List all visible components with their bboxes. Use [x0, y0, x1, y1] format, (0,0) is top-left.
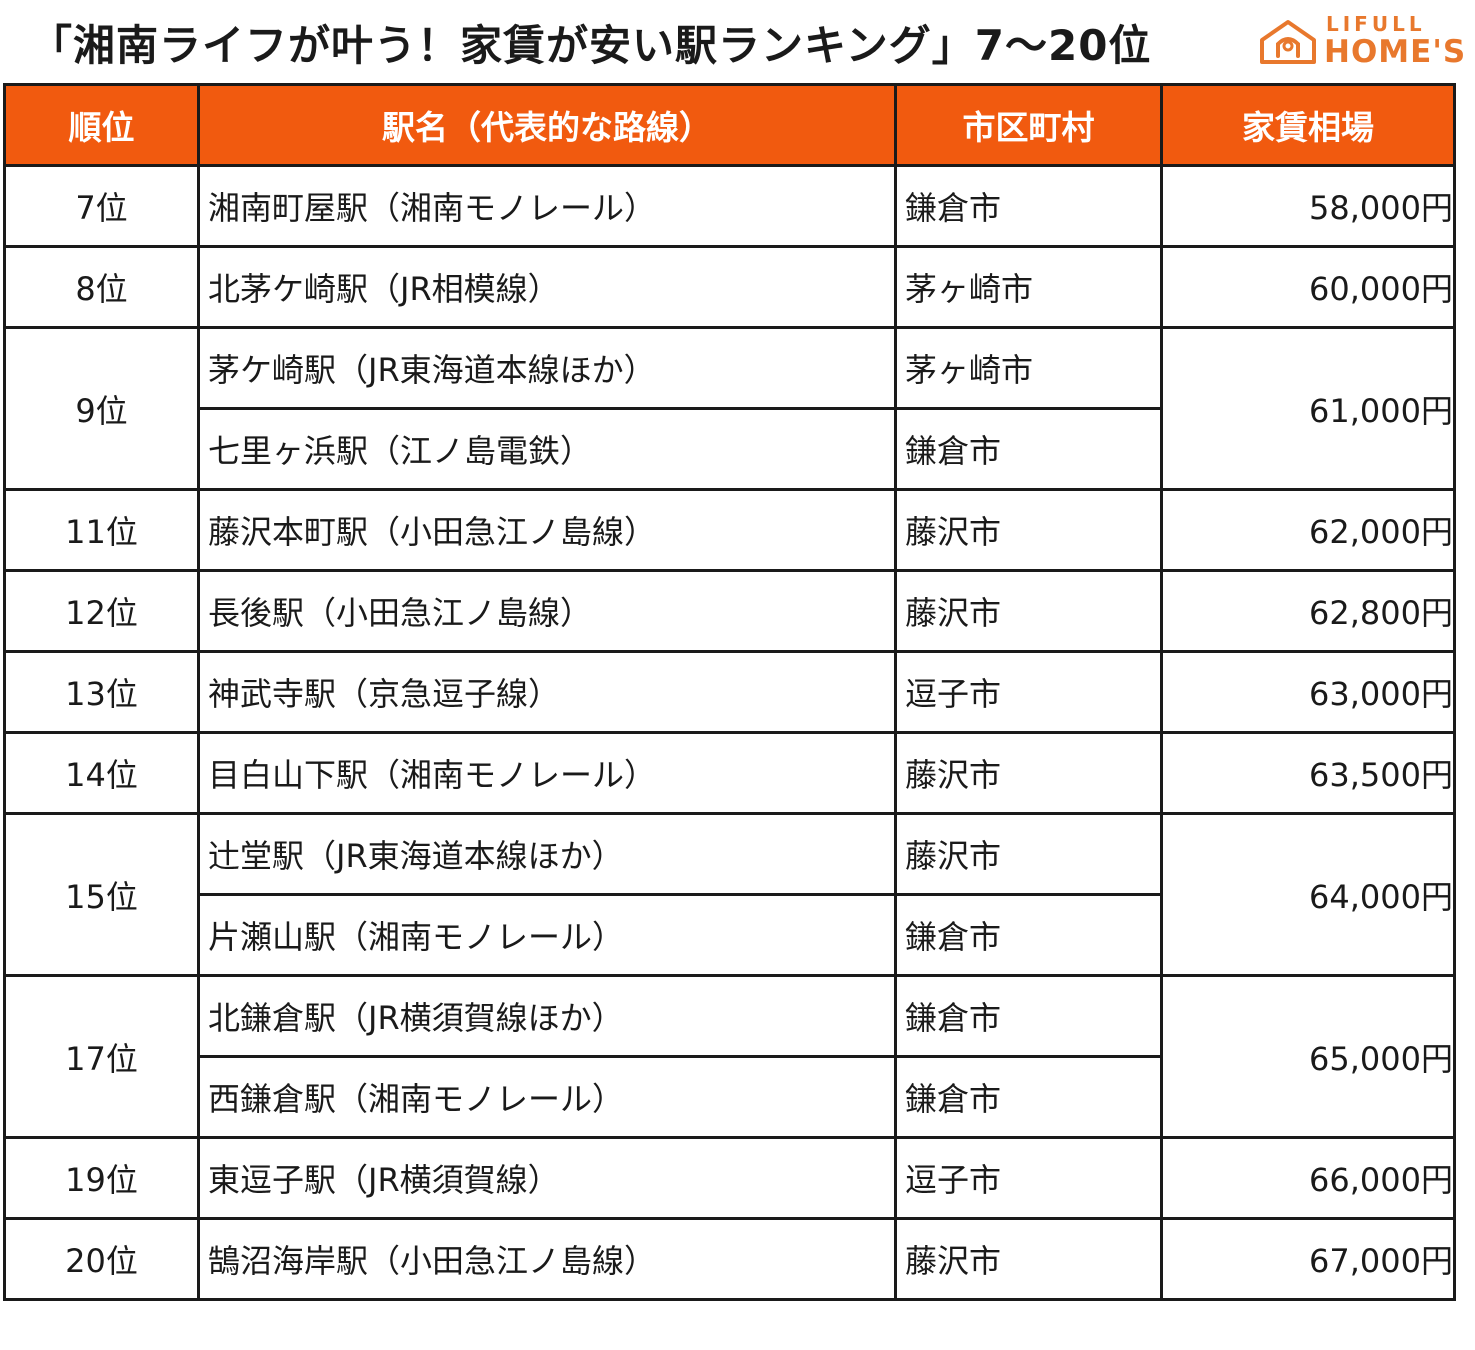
header-rank: 順位 — [3, 83, 200, 167]
page-title: 「湘南ライフが叶う！家賃が安い駅ランキング」7〜20位 — [30, 21, 1152, 70]
rank-cell: 19位 — [3, 1136, 200, 1220]
table-row: 片瀬山駅（湘南モノレール） 鎌倉市 — [5, 893, 1455, 977]
city-cell: 藤沢市 — [894, 812, 1163, 896]
table-header-row: 順位 駅名（代表的な路線） 市区町村 家賃相場 — [3, 83, 1456, 167]
table-row: 20位 鵠沼海岸駅（小田急江ノ島線） 藤沢市 67,000円 — [3, 1217, 1456, 1301]
house-icon — [1260, 20, 1316, 64]
rent-cell: 66,000円 — [1160, 1136, 1456, 1220]
table-body: 7位 湘南町屋駅（湘南モノレール） 鎌倉市 58,000円 8位 北茅ケ崎駅（JR相模線）… — [3, 164, 1456, 1301]
table-row: 11位 藤沢本町駅（小田急江ノ島線） 藤沢市 62,000円 — [3, 488, 1456, 572]
rank-cell: 11位 — [3, 488, 200, 572]
rank-cell: 13位 — [3, 650, 200, 734]
rent-cell: 63,000円 — [1160, 650, 1456, 734]
rent-cell: 63,500円 — [1160, 731, 1456, 815]
rent-cell: 62,000円 — [1160, 488, 1456, 572]
rent-cell: 65,000円 — [1160, 974, 1456, 1139]
header-city: 市区町村 — [894, 83, 1163, 167]
rent-cell: 60,000円 — [1160, 245, 1456, 329]
station-cell: 北茅ケ崎駅（JR相模線） — [197, 245, 897, 329]
rank-cell: 15位 — [3, 812, 200, 977]
rank-cell: 7位 — [3, 164, 200, 248]
city-cell: 藤沢市 — [894, 488, 1163, 572]
ranking-table: 順位 駅名（代表的な路線） 市区町村 家賃相場 7位 湘南町屋駅（湘南モノレール）… — [3, 83, 1456, 1301]
rank-cell: 8位 — [3, 245, 200, 329]
city-cell: 藤沢市 — [894, 569, 1163, 653]
rank-cell: 9位 — [3, 326, 200, 491]
station-cell: 辻堂駅（JR東海道本線ほか） — [197, 812, 897, 896]
header-rent: 家賃相場 — [1160, 83, 1456, 167]
header-station: 駅名（代表的な路線） — [197, 83, 897, 167]
rank-cell: 20位 — [3, 1217, 200, 1301]
station-cell: 藤沢本町駅（小田急江ノ島線） — [197, 488, 897, 572]
rent-cell: 64,000円 — [1160, 812, 1456, 977]
city-cell: 藤沢市 — [894, 1217, 1163, 1301]
station-cell: 茅ケ崎駅（JR東海道本線ほか） — [197, 326, 897, 410]
city-cell: 鎌倉市 — [894, 974, 1163, 1058]
station-cell: 西鎌倉駅（湘南モノレール） — [197, 1055, 897, 1139]
station-cell: 七里ヶ浜駅（江ノ島電鉄） — [197, 407, 897, 491]
city-cell: 鎌倉市 — [894, 407, 1163, 491]
station-cell: 鵠沼海岸駅（小田急江ノ島線） — [197, 1217, 897, 1301]
table-row: 17位 北鎌倉駅（JR横須賀線ほか） 鎌倉市 65,000円 — [3, 974, 1456, 1139]
table-row: 9位 茅ケ崎駅（JR東海道本線ほか） 茅ヶ崎市 61,000円 — [3, 326, 1456, 491]
lifull-homes-logo: LIFULL HOME'S — [1258, 12, 1468, 70]
station-cell: 東逗子駅（JR横須賀線） — [197, 1136, 897, 1220]
city-cell: 逗子市 — [894, 1136, 1163, 1220]
station-cell: 長後駅（小田急江ノ島線） — [197, 569, 897, 653]
station-cell: 湘南町屋駅（湘南モノレール） — [197, 164, 897, 248]
city-cell: 茅ヶ崎市 — [894, 245, 1163, 329]
station-cell: 北鎌倉駅（JR横須賀線ほか） — [197, 974, 897, 1058]
rent-cell: 58,000円 — [1160, 164, 1456, 248]
rank-cell: 17位 — [3, 974, 200, 1139]
city-cell: 鎌倉市 — [894, 1055, 1163, 1139]
station-cell: 片瀬山駅（湘南モノレール） — [197, 893, 897, 977]
rank-cell: 14位 — [3, 731, 200, 815]
station-cell: 神武寺駅（京急逗子線） — [197, 650, 897, 734]
city-cell: 逗子市 — [894, 650, 1163, 734]
logo-line2: HOME'S — [1324, 34, 1467, 70]
rent-cell: 61,000円 — [1160, 326, 1456, 491]
rent-cell: 62,800円 — [1160, 569, 1456, 653]
city-cell: 鎌倉市 — [894, 893, 1163, 977]
rent-cell: 67,000円 — [1160, 1217, 1456, 1301]
table-row: 西鎌倉駅（湘南モノレール） 鎌倉市 — [5, 1055, 1455, 1139]
city-cell: 鎌倉市 — [894, 164, 1163, 248]
city-cell: 藤沢市 — [894, 731, 1163, 815]
table-row: 14位 目白山下駅（湘南モノレール） 藤沢市 63,500円 — [3, 731, 1456, 815]
table-row: 12位 長後駅（小田急江ノ島線） 藤沢市 62,800円 — [3, 569, 1456, 653]
table-row: 7位 湘南町屋駅（湘南モノレール） 鎌倉市 58,000円 — [3, 164, 1456, 248]
table-row: 19位 東逗子駅（JR横須賀線） 逗子市 66,000円 — [3, 1136, 1456, 1220]
logo-line1: LIFULL — [1326, 12, 1426, 36]
city-cell: 茅ヶ崎市 — [894, 326, 1163, 410]
rank-cell: 12位 — [3, 569, 200, 653]
table-row: 15位 辻堂駅（JR東海道本線ほか） 藤沢市 64,000円 — [3, 812, 1456, 977]
table-row: 13位 神武寺駅（京急逗子線） 逗子市 63,000円 — [3, 650, 1456, 734]
station-cell: 目白山下駅（湘南モノレール） — [197, 731, 897, 815]
table-row: 七里ヶ浜駅（江ノ島電鉄） 鎌倉市 — [5, 407, 1455, 491]
table-row: 8位 北茅ケ崎駅（JR相模線） 茅ヶ崎市 60,000円 — [3, 245, 1456, 329]
